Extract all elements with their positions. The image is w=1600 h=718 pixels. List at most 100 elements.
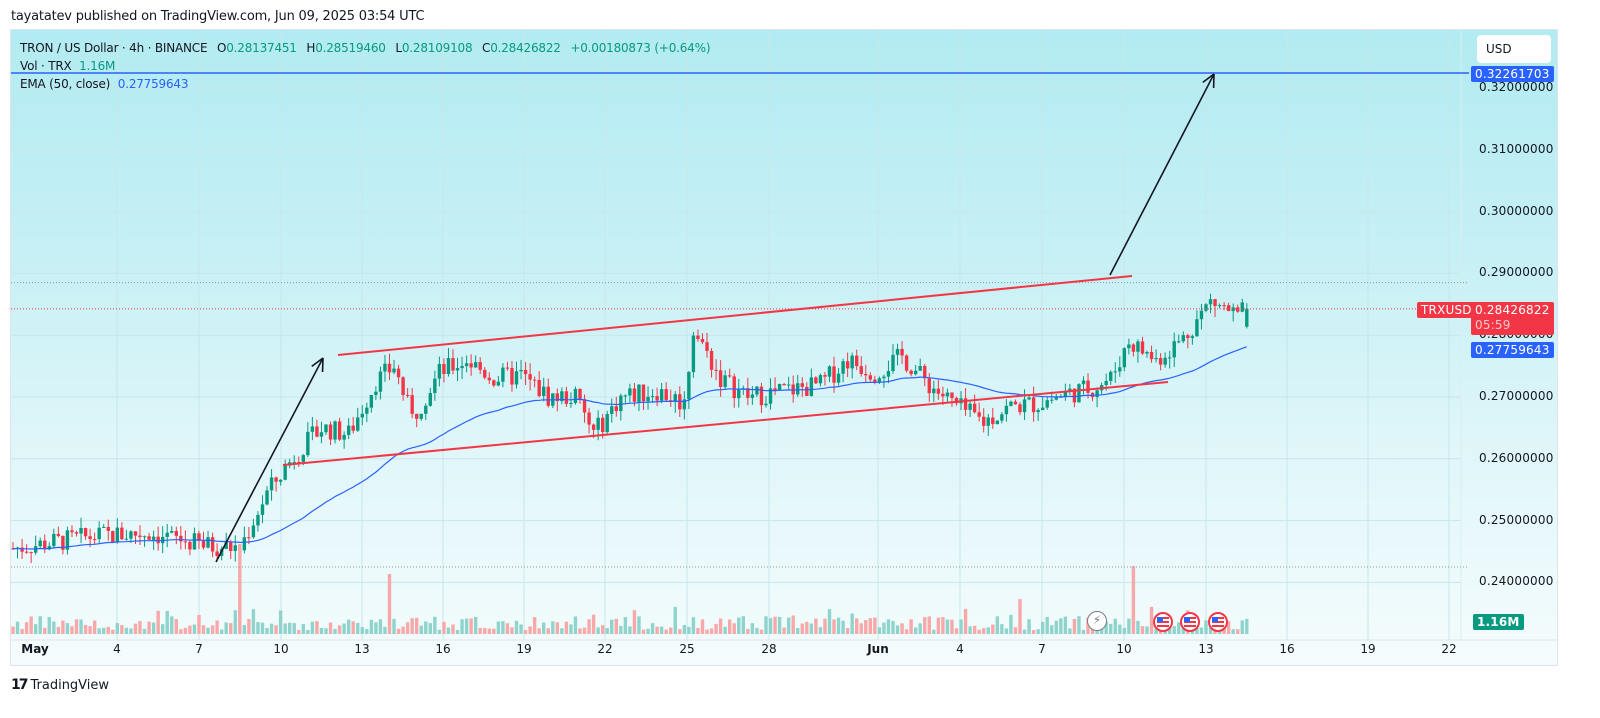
volume-bar xyxy=(269,623,274,634)
low-value: 0.28109108 xyxy=(401,41,473,55)
currency-button[interactable]: USD xyxy=(1477,35,1551,63)
candle-body xyxy=(510,368,514,385)
candle-body xyxy=(759,386,764,406)
volume-bar xyxy=(233,610,237,634)
candle-body xyxy=(737,389,741,399)
us-economic-event-icon[interactable] xyxy=(1180,612,1200,632)
candle-body xyxy=(864,374,868,376)
us-economic-event-icon[interactable] xyxy=(1153,612,1173,632)
candle-body xyxy=(664,389,668,401)
candle-body xyxy=(868,375,873,380)
candle-body xyxy=(437,363,442,379)
candle-body xyxy=(170,530,174,533)
volume-bar xyxy=(845,628,850,634)
candle-body xyxy=(1050,399,1054,401)
candle-body xyxy=(1172,341,1176,358)
volume-bar xyxy=(365,629,369,634)
volume-bar xyxy=(546,628,550,634)
volume-bar xyxy=(102,627,106,634)
volume-bar xyxy=(1059,618,1063,634)
candle-body xyxy=(954,398,959,404)
volume-bar xyxy=(387,574,392,634)
candle-body xyxy=(968,403,972,410)
volume-bar xyxy=(904,629,909,634)
candle-body xyxy=(306,431,310,456)
candle-body xyxy=(356,417,360,431)
candle-body xyxy=(233,545,237,551)
volume-bar xyxy=(519,624,523,634)
candle-body xyxy=(260,504,265,515)
candle-body xyxy=(1127,344,1131,349)
symbol-tag: TRXUSD xyxy=(1417,302,1476,318)
candle-body xyxy=(1000,414,1004,421)
volume-bar xyxy=(464,618,469,634)
candle-body xyxy=(859,366,863,375)
volume-bar xyxy=(714,623,718,634)
volume-bar xyxy=(764,616,768,634)
time-tick-label: 22 xyxy=(1441,642,1457,656)
candle-body xyxy=(1140,341,1145,354)
candle-body xyxy=(201,540,206,548)
candle-body xyxy=(369,394,374,408)
volume-bar xyxy=(859,623,863,634)
candle-body xyxy=(242,537,247,551)
lightning-event-icon[interactable]: ⚡ xyxy=(1087,611,1107,631)
volume-bar xyxy=(814,618,818,634)
candle-body xyxy=(501,367,505,382)
candle-body xyxy=(483,369,487,378)
candle-body xyxy=(796,383,800,395)
volume-bar xyxy=(197,614,201,634)
candle-body xyxy=(1195,319,1199,337)
candle-body xyxy=(1095,390,1099,398)
candle-body xyxy=(927,378,931,394)
candle-body xyxy=(124,538,129,540)
legend-ema-row[interactable]: EMA (50, close) 0.27759643 xyxy=(20,75,710,93)
candle-body xyxy=(310,426,315,432)
candle-body xyxy=(455,368,460,371)
candle-body xyxy=(1181,335,1185,342)
volume-bar xyxy=(741,616,746,634)
volume-bar xyxy=(451,624,455,634)
volume-bar xyxy=(142,628,147,634)
volume-bar xyxy=(138,621,142,634)
volume-bar xyxy=(1045,616,1049,634)
time-tick-label: Jun xyxy=(867,642,889,656)
candle-body xyxy=(786,384,791,386)
price-chart-canvas[interactable] xyxy=(11,30,1558,666)
candle-body xyxy=(165,532,169,537)
volume-bar xyxy=(941,617,945,634)
volume-bar xyxy=(1063,616,1068,634)
symbol-title[interactable]: TRON / US Dollar · 4h · BINANCE xyxy=(20,41,208,55)
volume-bar xyxy=(369,619,374,634)
candle-body xyxy=(945,392,950,397)
volume-bar xyxy=(696,627,700,634)
candle-body xyxy=(1245,308,1249,327)
time-tick-label: 16 xyxy=(435,642,451,656)
us-economic-event-icon[interactable] xyxy=(1208,612,1228,632)
candle-body xyxy=(1104,381,1108,386)
candle-body xyxy=(1031,397,1036,413)
candle-body xyxy=(773,388,777,391)
candle-body xyxy=(342,434,346,440)
legend-volume-row[interactable]: Vol · TRX 1.16M xyxy=(20,57,710,75)
volume-bar xyxy=(483,627,487,634)
volume-label: Vol · TRX xyxy=(20,59,72,73)
volume-bar xyxy=(405,622,410,634)
candle-body xyxy=(995,420,1000,425)
candle-body xyxy=(519,369,523,372)
price-tick-label: 0.26000000 xyxy=(1479,450,1554,465)
candle-body xyxy=(346,425,351,435)
candle-body xyxy=(492,380,496,386)
candle-body xyxy=(43,540,47,550)
candle-body xyxy=(900,348,904,356)
candle-body xyxy=(537,380,541,397)
chart-legend: TRON / US Dollar · 4h · BINANCE O0.28137… xyxy=(20,39,710,93)
candle-body xyxy=(1118,367,1122,372)
volume-bar xyxy=(61,620,65,634)
candle-body xyxy=(360,413,364,418)
legend-symbol-row[interactable]: TRON / US Dollar · 4h · BINANCE O0.28137… xyxy=(20,39,710,57)
volume-bar xyxy=(274,625,278,634)
candle-body xyxy=(179,535,183,542)
candle-body xyxy=(505,367,510,369)
footer-brand[interactable]: 17 TradingView xyxy=(11,677,109,693)
